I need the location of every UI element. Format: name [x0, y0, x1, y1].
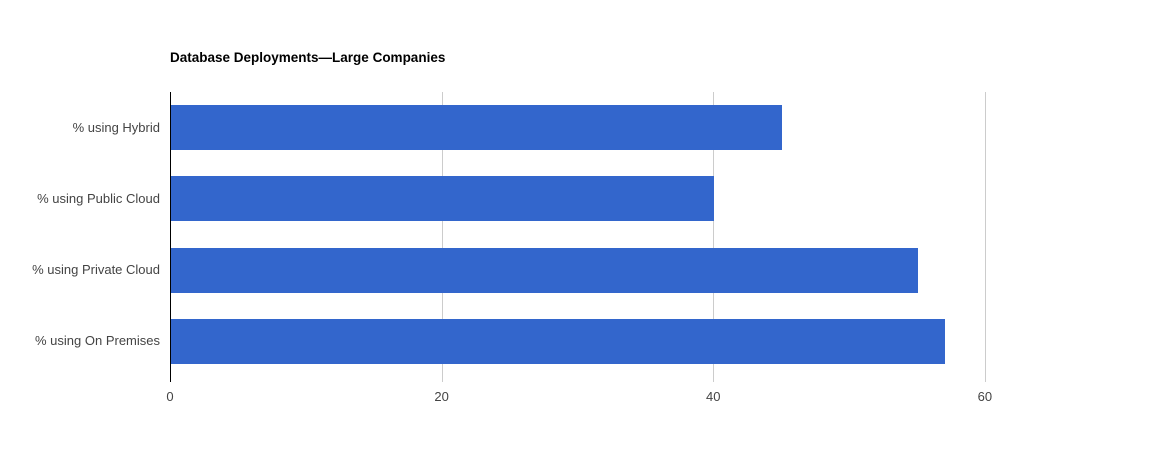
bar[interactable]: [171, 318, 946, 364]
gridline: [713, 92, 715, 382]
gridline: [984, 92, 986, 382]
bar[interactable]: [171, 247, 918, 293]
chart-title: Database Deployments—Large Companies: [170, 50, 446, 65]
y-axis-label: % using Private Cloud: [32, 262, 160, 278]
y-axis-label: % using Hybrid: [72, 119, 160, 135]
bar[interactable]: [171, 105, 783, 151]
y-axis-label: % using On Premises: [35, 333, 160, 349]
x-axis-tick-label: 20: [434, 389, 449, 404]
gridline: [441, 92, 443, 382]
x-axis-tick-label: 60: [977, 389, 993, 404]
x-axis-tick-label: 40: [706, 389, 721, 404]
x-axis-tick-label: 0: [166, 389, 174, 404]
y-axis-baseline: [170, 92, 171, 382]
bar[interactable]: [171, 176, 715, 222]
y-axis-label: % using Public Cloud: [37, 190, 160, 206]
